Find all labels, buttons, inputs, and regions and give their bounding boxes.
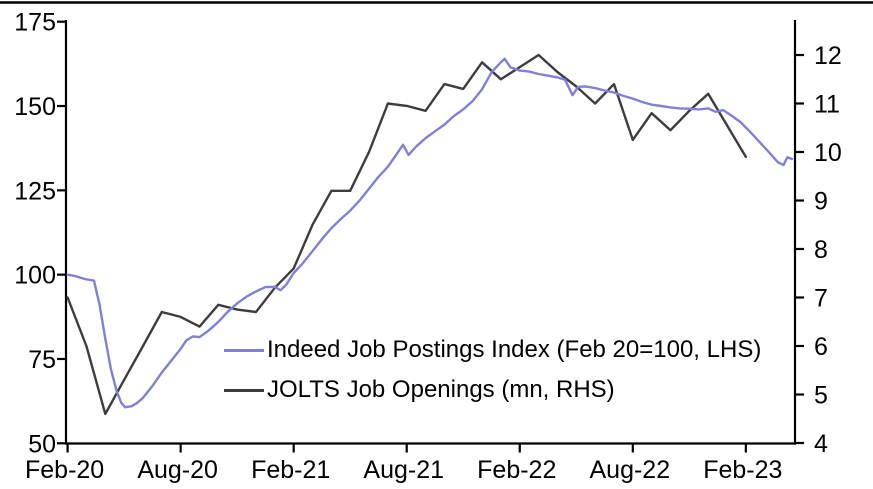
left-tick-label: 50 — [28, 430, 56, 458]
x-tick-label: Feb-22 — [477, 456, 556, 484]
left-tick-label: 125 — [14, 177, 56, 205]
right-tick-label: 4 — [814, 430, 828, 458]
left-tick-label: 150 — [14, 93, 56, 121]
legend-item-jolts: JOLTS Job Openings (mn, RHS) — [224, 370, 761, 410]
indeed-line — [66, 57, 794, 409]
right-tick-label: 10 — [814, 139, 842, 167]
right-tick-label: 12 — [814, 42, 842, 70]
indeed-line-swatch — [224, 348, 264, 352]
right-tick-label: 9 — [814, 188, 828, 216]
x-tick-label: Aug-22 — [589, 456, 670, 484]
left-tick-label: 175 — [14, 9, 56, 37]
x-tick-label: Aug-21 — [363, 456, 444, 484]
jolts-legend-label: JOLTS Job Openings (mn, RHS) — [267, 376, 615, 403]
chart-legend: Indeed Job Postings Index (Feb 20=100, L… — [224, 330, 761, 410]
x-tick-label: Feb-21 — [251, 456, 330, 484]
left-tick-label: 75 — [28, 346, 56, 374]
right-tick-label: 6 — [814, 333, 828, 361]
jolts-line-swatch — [224, 388, 264, 392]
right-tick-label: 11 — [814, 91, 840, 119]
x-tick-label: Feb-20 — [25, 456, 104, 484]
x-tick-label: Aug-20 — [137, 456, 218, 484]
right-tick-label: 8 — [814, 236, 828, 264]
right-tick-label: 5 — [814, 382, 828, 410]
indeed-legend-label: Indeed Job Postings Index (Feb 20=100, L… — [267, 336, 762, 363]
jolts-line — [66, 53, 747, 416]
legend-item-indeed: Indeed Job Postings Index (Feb 20=100, L… — [224, 330, 761, 370]
right-tick-label: 7 — [814, 285, 828, 313]
x-tick-label: Feb-23 — [703, 456, 782, 484]
left-tick-label: 100 — [14, 262, 56, 290]
